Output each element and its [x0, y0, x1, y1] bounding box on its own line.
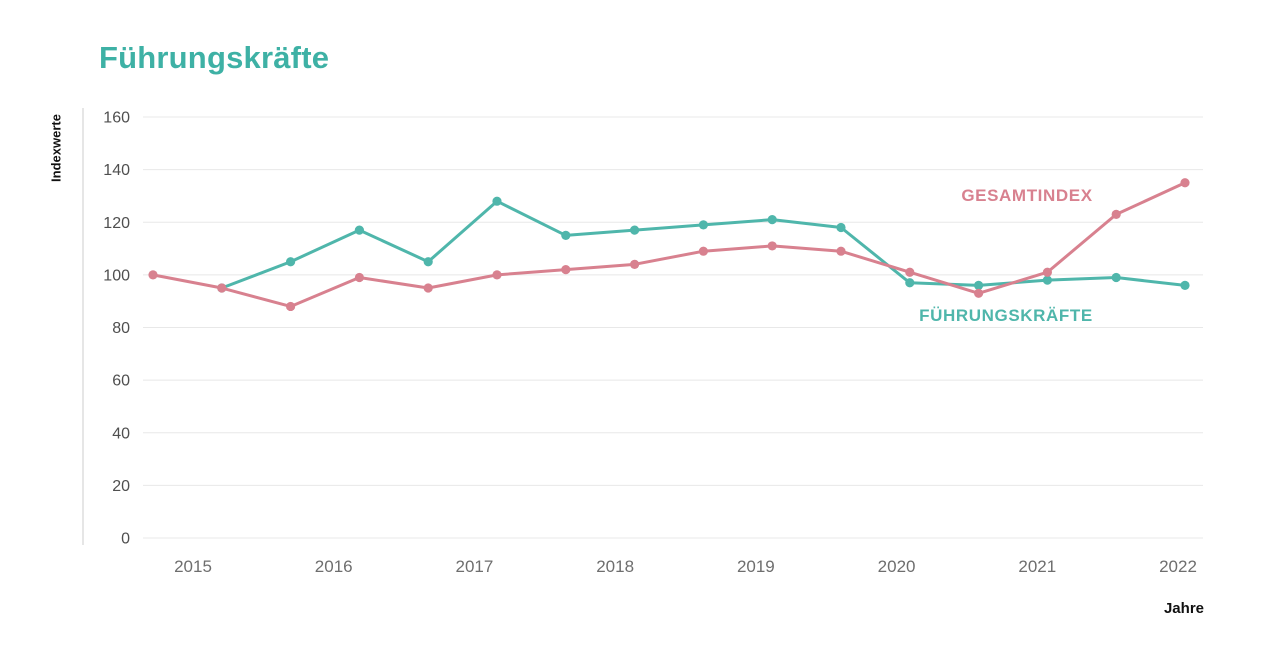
y-tick-label: 120	[103, 215, 130, 232]
data-point-fuhrungskrafte-6	[561, 230, 571, 241]
y-tick-label: 40	[112, 425, 130, 442]
data-point-fuhrungskrafte-10	[836, 222, 846, 233]
data-point-gesamtindex-9	[767, 241, 777, 251]
y-tick-label: 160	[103, 110, 130, 127]
data-point-gesamtindex-12	[974, 288, 984, 298]
x-tick-label: 2022	[1159, 557, 1197, 576]
x-tick-label: 2015	[174, 557, 212, 576]
data-point-gesamtindex-3	[354, 272, 364, 283]
series-line-gesamtindex	[151, 181, 1187, 308]
data-point-gesamtindex-4	[423, 283, 433, 293]
x-tick-label: 2016	[315, 557, 353, 576]
y-tick-label: 80	[112, 320, 130, 337]
x-tick-label: 2018	[596, 557, 634, 576]
x-axis-title: Jahre	[1163, 600, 1204, 617]
x-tick-label: 2019	[737, 557, 775, 576]
data-point-gesamtindex-6	[561, 265, 571, 275]
x-tick-label: 2021	[1018, 557, 1056, 576]
data-point-fuhrungskrafte-9	[767, 215, 777, 225]
data-point-gesamtindex-0	[148, 270, 158, 280]
data-point-gesamtindex-2	[286, 301, 296, 312]
data-point-fuhrungskrafte-3	[354, 225, 364, 235]
data-point-fuhrungskrafte-5	[492, 196, 502, 206]
y-tick-label: 100	[103, 267, 130, 284]
data-point-gesamtindex-1	[217, 283, 227, 293]
data-point-gesamtindex-11	[905, 267, 915, 277]
y-tick-label: 0	[121, 531, 130, 548]
legend-label-gesamtindex: GESAMTINDEX	[961, 186, 1093, 205]
data-point-fuhrungskrafte-12	[974, 280, 984, 290]
chart-title: Führungskräfte	[99, 40, 330, 75]
y-tick-label: 20	[112, 478, 130, 495]
data-point-gesamtindex-5	[492, 270, 502, 280]
data-point-fuhrungskrafte-11	[905, 278, 915, 288]
data-point-fuhrungskrafte-13	[1042, 275, 1052, 285]
legend-label-fuehrungskraefte: FÜHRUNGSKRÄFTE	[919, 306, 1093, 325]
y-tick-label: 140	[103, 162, 130, 179]
y-tick-label: 60	[112, 373, 130, 390]
data-point-fuhrungskrafte-7	[630, 225, 640, 235]
data-point-gesamtindex-10	[836, 246, 846, 256]
data-point-fuhrungskrafte-14	[1111, 272, 1121, 283]
x-tick-label: 2020	[878, 557, 916, 576]
data-point-gesamtindex-13	[1042, 267, 1052, 277]
data-point-gesamtindex-8	[698, 246, 709, 256]
data-point-gesamtindex-15	[1180, 178, 1190, 188]
data-point-fuhrungskrafte-4	[423, 257, 433, 267]
x-tick-label: 2017	[456, 557, 494, 576]
data-point-fuhrungskrafte-2	[286, 257, 296, 267]
data-point-fuhrungskrafte-8	[698, 220, 709, 230]
data-point-gesamtindex-7	[630, 259, 640, 269]
data-point-gesamtindex-14	[1111, 209, 1121, 219]
data-point-fuhrungskrafte-15	[1180, 280, 1190, 290]
